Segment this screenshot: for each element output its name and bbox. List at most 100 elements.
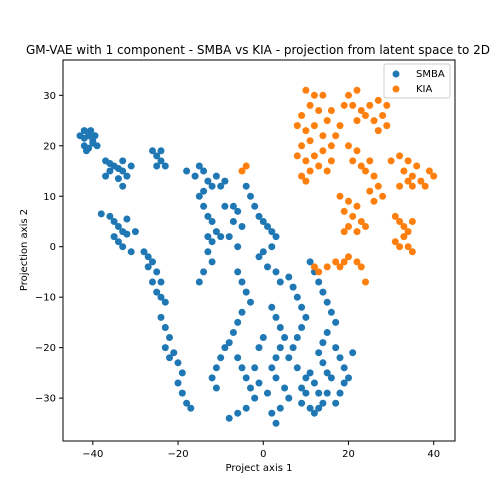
point-kia-53 bbox=[396, 152, 404, 160]
legend-label-smba: SMBA bbox=[416, 69, 445, 80]
point-smba-44 bbox=[144, 263, 152, 271]
y-tick-label: 10 bbox=[43, 192, 56, 203]
point-smba-22 bbox=[102, 172, 110, 180]
point-kia-88 bbox=[315, 268, 323, 276]
point-smba-77 bbox=[208, 218, 216, 225]
point-kia-93 bbox=[345, 253, 352, 261]
point-kia-41 bbox=[345, 142, 352, 150]
point-kia-85 bbox=[238, 167, 246, 175]
points-layer bbox=[76, 86, 438, 427]
point-kia-28 bbox=[383, 101, 391, 109]
point-smba-141 bbox=[285, 394, 293, 402]
point-kia-96 bbox=[362, 278, 369, 286]
point-smba-56 bbox=[183, 399, 191, 407]
point-kia-80 bbox=[400, 233, 408, 241]
point-smba-140 bbox=[281, 384, 289, 392]
point-smba-98 bbox=[264, 223, 271, 230]
point-kia-1 bbox=[310, 91, 318, 99]
point-smba-112 bbox=[234, 318, 242, 326]
point-kia-78 bbox=[404, 228, 412, 236]
point-smba-17 bbox=[123, 172, 131, 180]
point-kia-38 bbox=[306, 167, 314, 175]
point-smba-43 bbox=[161, 298, 169, 306]
point-smba-52 bbox=[174, 359, 182, 367]
point-smba-150 bbox=[302, 313, 310, 321]
point-smba-23 bbox=[119, 182, 127, 190]
point-kia-94 bbox=[353, 258, 361, 266]
point-smba-137 bbox=[272, 354, 280, 362]
point-smba-174 bbox=[323, 389, 331, 397]
point-smba-117 bbox=[212, 364, 220, 372]
point-smba-45 bbox=[157, 278, 165, 286]
point-smba-1 bbox=[80, 127, 88, 135]
point-smba-73 bbox=[221, 177, 229, 185]
point-smba-24 bbox=[97, 210, 105, 218]
point-kia-79 bbox=[408, 218, 416, 225]
point-kia-77 bbox=[400, 223, 408, 230]
legend-marker-smba bbox=[392, 70, 400, 78]
point-smba-97 bbox=[259, 218, 267, 225]
point-kia-81 bbox=[391, 238, 399, 246]
point-smba-92 bbox=[234, 243, 242, 251]
point-smba-160 bbox=[323, 298, 331, 306]
y-tick-label: −10 bbox=[35, 293, 56, 304]
point-smba-121 bbox=[238, 364, 246, 372]
point-kia-71 bbox=[345, 223, 352, 230]
y-axis: −30 −20 −10 0 10 20 30 bbox=[35, 91, 63, 405]
point-kia-2 bbox=[319, 91, 327, 99]
point-smba-51 bbox=[170, 349, 178, 357]
legend-label-kia: KIA bbox=[416, 84, 433, 95]
point-smba-72 bbox=[217, 182, 225, 190]
point-smba-113 bbox=[229, 329, 237, 336]
point-smba-54 bbox=[174, 379, 182, 387]
point-smba-168 bbox=[340, 364, 348, 372]
point-kia-69 bbox=[349, 212, 357, 220]
point-smba-84 bbox=[204, 233, 212, 241]
point-kia-61 bbox=[430, 172, 438, 180]
point-smba-118 bbox=[208, 374, 216, 382]
point-kia-55 bbox=[400, 167, 408, 175]
point-smba-53 bbox=[178, 369, 186, 377]
x-tick-label: 0 bbox=[260, 449, 266, 460]
point-kia-62 bbox=[404, 177, 412, 185]
point-smba-55 bbox=[178, 389, 186, 397]
point-smba-178 bbox=[298, 399, 306, 407]
point-smba-47 bbox=[161, 324, 169, 331]
point-smba-81 bbox=[208, 258, 216, 266]
point-smba-62 bbox=[153, 162, 161, 170]
point-kia-73 bbox=[362, 223, 369, 230]
point-smba-173 bbox=[332, 399, 340, 407]
point-smba-133 bbox=[272, 313, 280, 321]
point-kia-44 bbox=[357, 162, 365, 170]
point-kia-11 bbox=[306, 137, 314, 145]
point-smba-119 bbox=[212, 384, 220, 392]
point-smba-40 bbox=[149, 278, 156, 286]
point-smba-79 bbox=[208, 238, 216, 246]
point-smba-60 bbox=[157, 157, 165, 165]
point-kia-52 bbox=[387, 157, 395, 165]
point-smba-58 bbox=[149, 147, 156, 155]
point-smba-107 bbox=[234, 268, 242, 276]
point-smba-109 bbox=[242, 288, 250, 296]
point-kia-3 bbox=[306, 101, 314, 109]
point-smba-65 bbox=[191, 172, 199, 180]
point-smba-63 bbox=[157, 147, 165, 155]
point-kia-57 bbox=[413, 162, 421, 170]
point-kia-8 bbox=[310, 122, 318, 130]
point-smba-106 bbox=[276, 278, 284, 286]
point-kia-6 bbox=[293, 122, 301, 130]
point-smba-86 bbox=[221, 202, 229, 210]
point-smba-82 bbox=[200, 268, 208, 276]
point-kia-75 bbox=[391, 212, 399, 220]
point-smba-122 bbox=[242, 374, 250, 382]
point-kia-24 bbox=[349, 101, 357, 109]
point-smba-74 bbox=[195, 192, 203, 200]
point-smba-32 bbox=[119, 243, 127, 251]
point-kia-60 bbox=[425, 167, 433, 175]
point-smba-99 bbox=[268, 228, 276, 236]
point-kia-95 bbox=[357, 263, 365, 271]
point-smba-102 bbox=[259, 248, 267, 256]
point-smba-76 bbox=[204, 212, 212, 220]
point-smba-151 bbox=[298, 324, 306, 331]
point-smba-144 bbox=[272, 419, 280, 427]
